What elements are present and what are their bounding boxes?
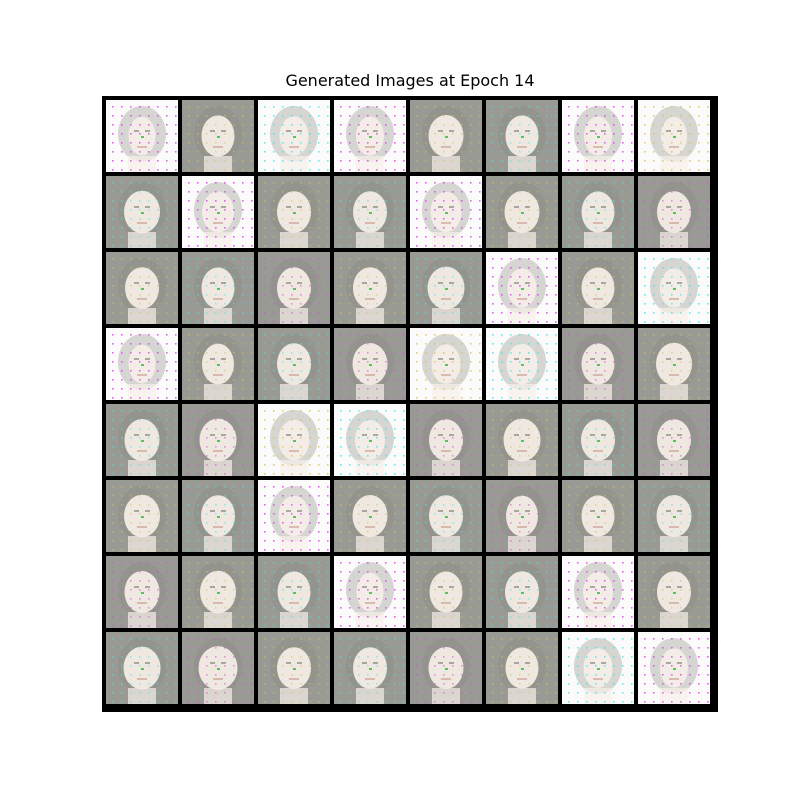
generated-image-tile [258,404,330,476]
generated-image-tile [182,328,254,400]
generated-image-tile [182,404,254,476]
generated-image-tile [638,480,710,552]
generated-image-tile [410,556,482,628]
generated-image-tile [106,404,178,476]
generated-image-tile [334,176,406,248]
generated-image-tile [562,100,634,172]
generated-image-tile [334,100,406,172]
generated-image-tile [258,556,330,628]
generated-image-tile [334,328,406,400]
generated-image-tile [486,100,558,172]
generated-image-tile [410,252,482,324]
generated-image-tile [258,328,330,400]
generated-image-tile [182,556,254,628]
generated-image-tile [410,328,482,400]
generated-image-tile [334,480,406,552]
generated-image-tile [258,252,330,324]
generated-image-tile [106,176,178,248]
generated-image-tile [638,176,710,248]
generated-image-tile [486,252,558,324]
generated-image-tile [410,100,482,172]
generated-image-tile [638,100,710,172]
generated-image-tile [638,404,710,476]
generated-image-tile [486,176,558,248]
generated-image-tile [638,632,710,704]
generated-image-tile [562,404,634,476]
generated-image-tile [410,480,482,552]
generated-image-tile [182,252,254,324]
generated-image-tile [334,252,406,324]
generated-image-tile [486,632,558,704]
generated-image-tile [486,556,558,628]
figure-title: Generated Images at Epoch 14 [285,71,535,90]
generated-image-tile [562,328,634,400]
generated-image-tile [562,252,634,324]
generated-image-tile [562,556,634,628]
generated-image-tile [258,480,330,552]
generated-image-tile [562,632,634,704]
generated-image-tile [638,328,710,400]
generated-image-tile [334,404,406,476]
generated-image-tile [638,556,710,628]
generated-image-tile [562,176,634,248]
generated-image-tile [258,632,330,704]
generated-image-tile [182,176,254,248]
generated-image-tile [638,252,710,324]
generated-image-tile [334,632,406,704]
generated-image-tile [486,480,558,552]
generated-image-tile [334,556,406,628]
generated-image-tile [106,328,178,400]
generated-image-tile [258,100,330,172]
generated-image-tile [486,404,558,476]
generated-image-tile [106,556,178,628]
generated-image-tile [182,480,254,552]
generated-image-tile [410,632,482,704]
generated-image-tile [106,100,178,172]
generated-image-tile [106,632,178,704]
generated-image-tile [410,176,482,248]
generated-image-tile [182,100,254,172]
generated-image-tile [486,328,558,400]
generated-image-tile [106,252,178,324]
generated-image-tile [106,480,178,552]
generated-image-tile [258,176,330,248]
generated-image-tile [410,404,482,476]
generated-image-tile [182,632,254,704]
generated-image-tile [562,480,634,552]
image-grid [102,96,718,712]
